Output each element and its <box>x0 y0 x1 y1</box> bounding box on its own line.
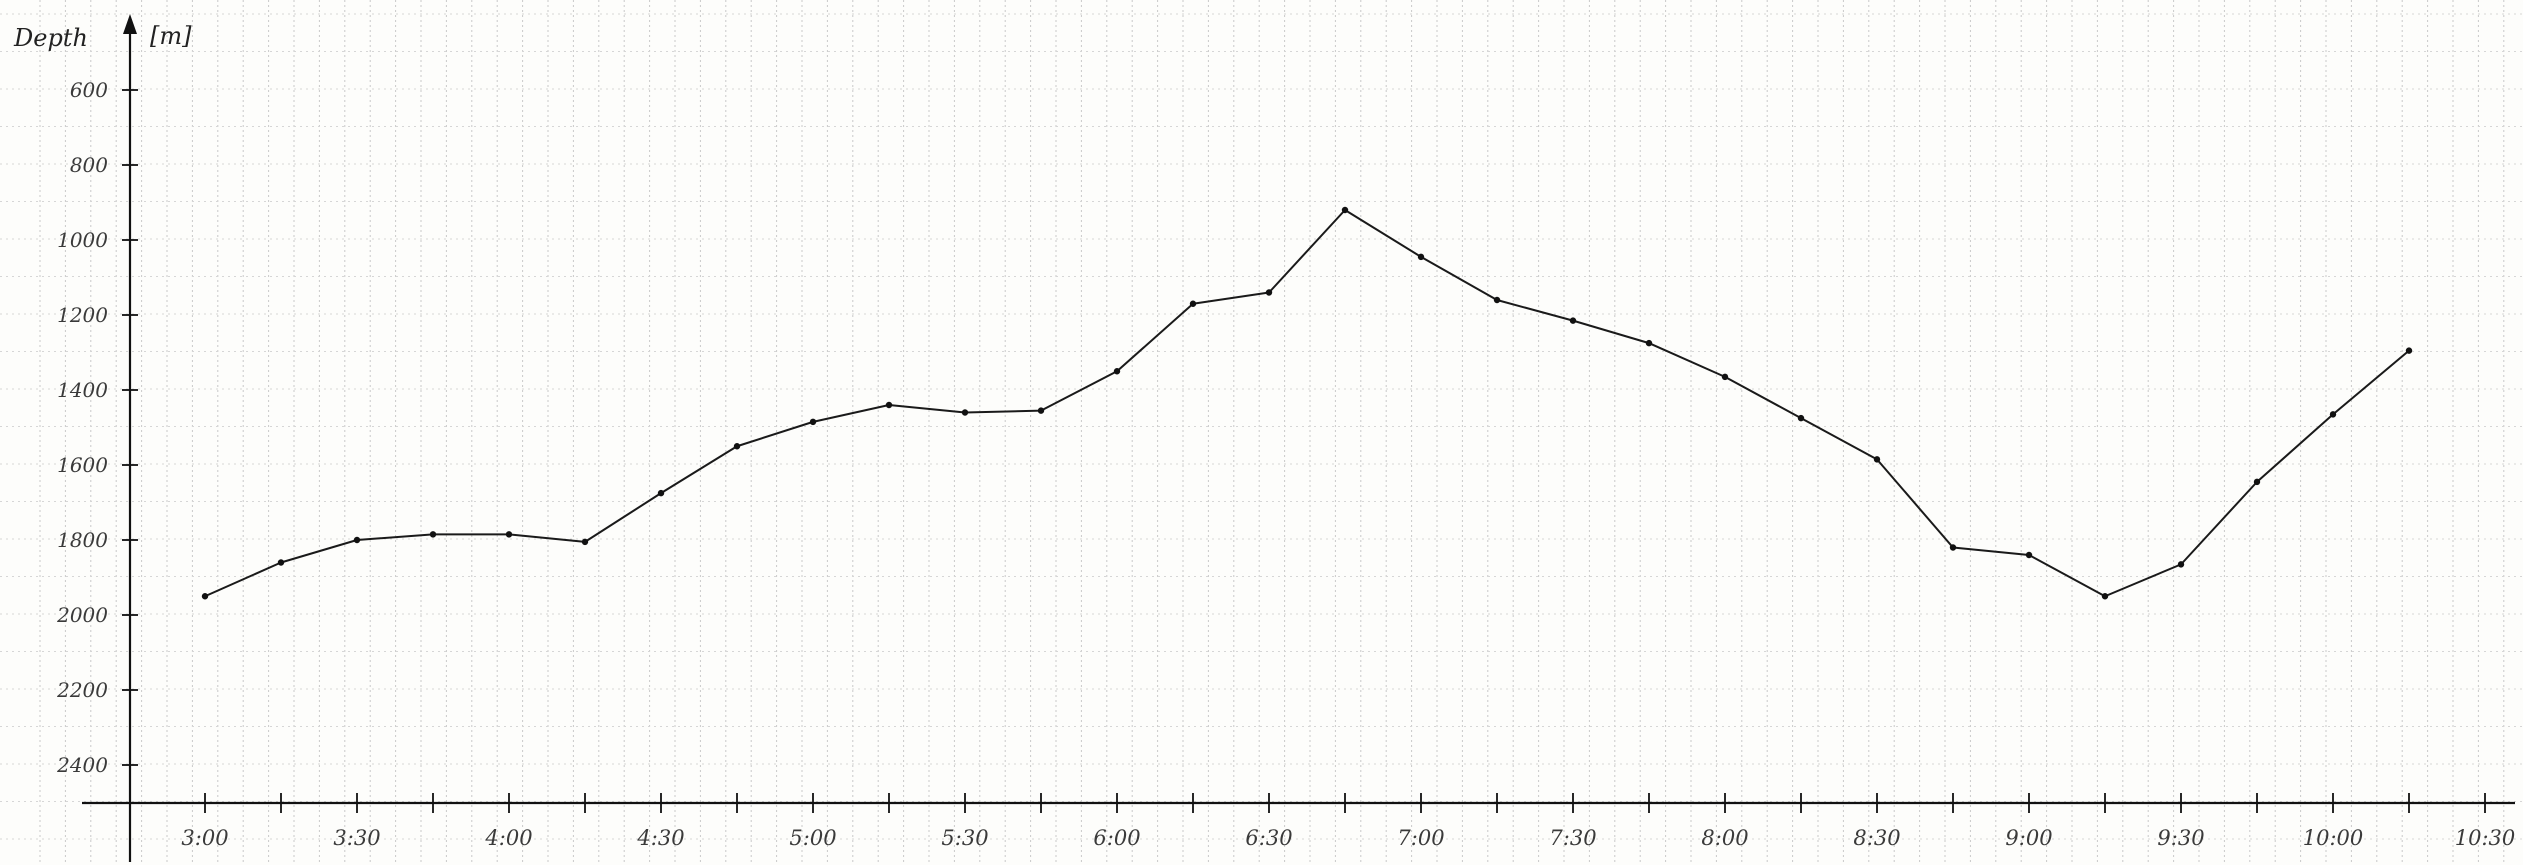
x-tick-label: 7:00 <box>1397 826 1444 850</box>
data-point <box>1873 456 1881 463</box>
data-point <box>657 489 665 497</box>
data-point <box>277 559 285 566</box>
x-tick-label: 10:00 <box>2303 826 2364 850</box>
y-tick-label: 1400 <box>57 378 108 402</box>
y-axis-title: Depth <box>13 24 88 52</box>
data-point <box>1721 373 1729 381</box>
y-axis-unit: [m] <box>150 22 192 50</box>
data-point <box>885 401 893 409</box>
data-point <box>1569 317 1577 324</box>
x-tick-label: 9:30 <box>2157 826 2204 850</box>
data-point <box>733 443 741 450</box>
data-point <box>581 538 589 546</box>
data-point <box>1113 368 1121 375</box>
y-ticks: 600 800 1000 1200 1400 1600 1800 2000 2200 2400 <box>56 78 138 777</box>
axes <box>82 14 2515 862</box>
data-point <box>2177 561 2185 568</box>
x-ticks: 3:00 3:30 4:00 4:30 5:00 5:30 6:00 6:30 7:00 7:30… <box>181 793 2515 850</box>
x-tick-label: 10:30 <box>2455 826 2516 850</box>
series-line <box>204 209 2410 598</box>
y-tick-label: 800 <box>70 153 108 177</box>
x-tick-label: 9:00 <box>2005 826 2052 850</box>
x-tick-label: 6:30 <box>1245 826 1292 850</box>
x-tick-label: 4:00 <box>484 826 532 850</box>
data-point <box>201 593 209 600</box>
x-tick-label: 4:30 <box>636 826 684 850</box>
data-point <box>429 531 437 538</box>
data-point <box>1949 544 1957 551</box>
data-point <box>505 531 513 538</box>
y-tick-label: 2000 <box>56 603 108 627</box>
x-tick-label: 5:00 <box>789 826 836 850</box>
y-axis-arrow-icon <box>123 14 137 34</box>
data-point <box>2405 347 2413 354</box>
y-tick-label: 1800 <box>57 528 108 552</box>
data-point <box>961 409 969 416</box>
x-tick-label: 7:30 <box>1549 826 1596 850</box>
y-tick-label: 1200 <box>57 303 108 327</box>
data-point <box>1797 414 1805 422</box>
y-tick-label: 1600 <box>57 453 108 477</box>
x-tick-label: 3:00 <box>181 826 228 850</box>
data-point <box>2025 551 2033 559</box>
x-tick-label: 8:30 <box>1853 826 1900 850</box>
x-tick-label: 5:30 <box>941 826 988 850</box>
data-point <box>2253 478 2261 486</box>
data-point <box>353 536 361 544</box>
x-tick-label: 8:00 <box>1701 826 1748 850</box>
data-point <box>2329 411 2337 418</box>
series-group <box>201 206 2413 600</box>
data-point <box>1493 296 1501 304</box>
y-tick-label: 1000 <box>57 228 108 252</box>
y-tick-label: 2200 <box>56 678 108 702</box>
y-tick-label: 600 <box>70 78 108 102</box>
data-point <box>1341 206 1349 214</box>
data-point <box>1645 339 1653 347</box>
data-point <box>1037 407 1045 414</box>
data-point <box>809 418 817 426</box>
x-tick-label: 3:30 <box>333 826 380 850</box>
data-point <box>1189 300 1197 307</box>
x-tick-label: 6:00 <box>1093 826 1140 850</box>
y-tick-label: 2400 <box>56 753 108 777</box>
data-point <box>1417 253 1425 261</box>
data-point <box>2101 593 2109 600</box>
data-point <box>1265 289 1273 296</box>
